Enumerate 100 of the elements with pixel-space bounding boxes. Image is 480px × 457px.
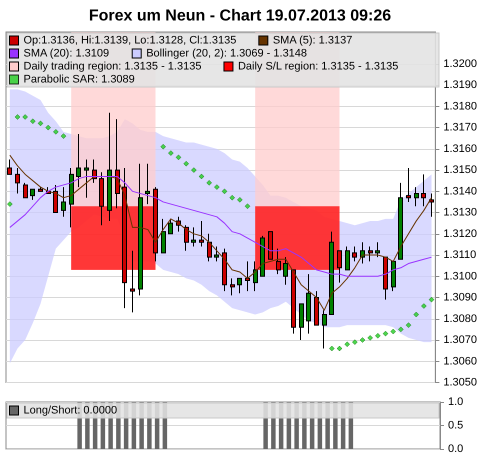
candlestick: [329, 231, 334, 316]
point: [160, 144, 166, 150]
y-tick-label: 1.3140: [443, 185, 478, 198]
line-series: [9, 154, 432, 311]
y-tick-label: 1.3130: [443, 206, 478, 219]
candlestick: [122, 167, 127, 309]
point: [7, 201, 13, 207]
legend-label: Daily trading region: 1.3135 - 1.3135: [24, 60, 202, 72]
candlestick: [115, 118, 120, 209]
candlestick: [322, 310, 327, 350]
point: [344, 342, 350, 348]
candlestick: [383, 256, 388, 300]
candlestick: [207, 233, 212, 262]
point: [14, 114, 20, 120]
point: [375, 333, 381, 339]
point: [421, 303, 427, 309]
y-tick-label: 1.3070: [443, 334, 478, 346]
candlestick: [414, 186, 419, 207]
point: [191, 167, 197, 173]
legend-label: Long/Short: 0.0000: [24, 404, 118, 416]
point: [329, 346, 335, 352]
point: [30, 118, 36, 124]
candlestick: [7, 158, 12, 175]
y-tick-label: 0.5: [448, 420, 464, 432]
point: [367, 335, 373, 341]
legend-label: Parabolic SAR: 1.3089: [24, 74, 135, 86]
y-tick-label: 1.3190: [443, 79, 478, 92]
candlestick: [53, 184, 58, 214]
point: [352, 339, 358, 345]
candlestick: [421, 174, 426, 207]
candlestick: [199, 220, 204, 248]
legend-label: Op:1.3136, Hi:1.3139, Lo:1.3128, Cl:1.3135: [24, 34, 236, 46]
y-tick-label: 1.3200: [443, 58, 478, 70]
point: [168, 150, 174, 156]
candlestick: [375, 242, 380, 258]
y-tick-label: 1.3110: [443, 249, 476, 262]
point: [413, 312, 419, 318]
candlestick: [237, 278, 242, 294]
point: [398, 326, 404, 332]
y-tick-label: 1.3100: [443, 270, 478, 282]
legend-label: SMA (5): 1.3137: [272, 34, 352, 46]
candlestick: [214, 246, 219, 262]
point: [336, 346, 342, 352]
point: [38, 120, 44, 126]
candlestick: [398, 182, 403, 260]
y-tick-label: 0.0: [448, 443, 464, 455]
candlestick: [253, 260, 258, 292]
candlestick: [184, 224, 189, 252]
y-tick-label: 1.3080: [443, 312, 478, 325]
candlestick: [107, 112, 112, 222]
candlestick: [23, 182, 28, 198]
point: [390, 328, 396, 334]
candlestick: [145, 163, 150, 205]
y-tick-label: 1.0: [448, 396, 464, 408]
candlestick: [276, 248, 281, 275]
candlestick: [15, 167, 20, 194]
y-tick-label: 1.3120: [443, 228, 478, 240]
point: [45, 124, 51, 130]
candlestick: [306, 274, 311, 334]
point: [60, 133, 66, 139]
legend-label: SMA (20): 1.3109: [24, 48, 110, 60]
y-tick-label: 1.3090: [443, 292, 478, 304]
legend-label: Bollinger (20, 2): 1.3069 - 1.3148: [146, 48, 308, 60]
candlestick: [168, 218, 173, 234]
candlestick: [429, 192, 434, 218]
point: [406, 322, 412, 328]
candlestick: [191, 226, 196, 248]
candlestick: [30, 188, 35, 200]
y-tick-label: 1.3170: [443, 122, 478, 134]
candlestick: [291, 269, 296, 334]
y-tick-label: 1.3160: [443, 142, 478, 155]
candlestick: [283, 256, 288, 286]
candlestick: [61, 186, 66, 218]
point: [206, 180, 212, 186]
y-tick-label: 1.3150: [443, 164, 478, 176]
candlestick: [230, 278, 235, 296]
candlestick: [138, 163, 143, 296]
candlestick: [299, 303, 304, 341]
point: [360, 337, 366, 343]
point: [22, 114, 28, 120]
point: [382, 330, 388, 336]
candlestick: [314, 290, 319, 326]
candlestick: [222, 248, 227, 292]
candlestick: [352, 246, 357, 262]
y-tick-label: 1.3060: [443, 355, 478, 368]
point: [428, 296, 434, 302]
candlestick: [368, 246, 373, 262]
candlestick: [69, 167, 74, 228]
candlestick: [391, 260, 396, 292]
candlestick: [99, 172, 104, 226]
point: [183, 160, 189, 166]
candlestick: [406, 167, 411, 202]
line-series: [9, 176, 432, 277]
point: [53, 129, 59, 135]
legend-label: Daily S/L region: 1.3135 - 1.3135: [238, 60, 398, 72]
candlestick: [130, 250, 135, 313]
chart-title: Forex um Neun - Chart 19.07.2013 09:26: [88, 8, 392, 24]
candlestick: [84, 158, 89, 198]
point: [222, 188, 228, 194]
candlestick: [76, 133, 81, 188]
